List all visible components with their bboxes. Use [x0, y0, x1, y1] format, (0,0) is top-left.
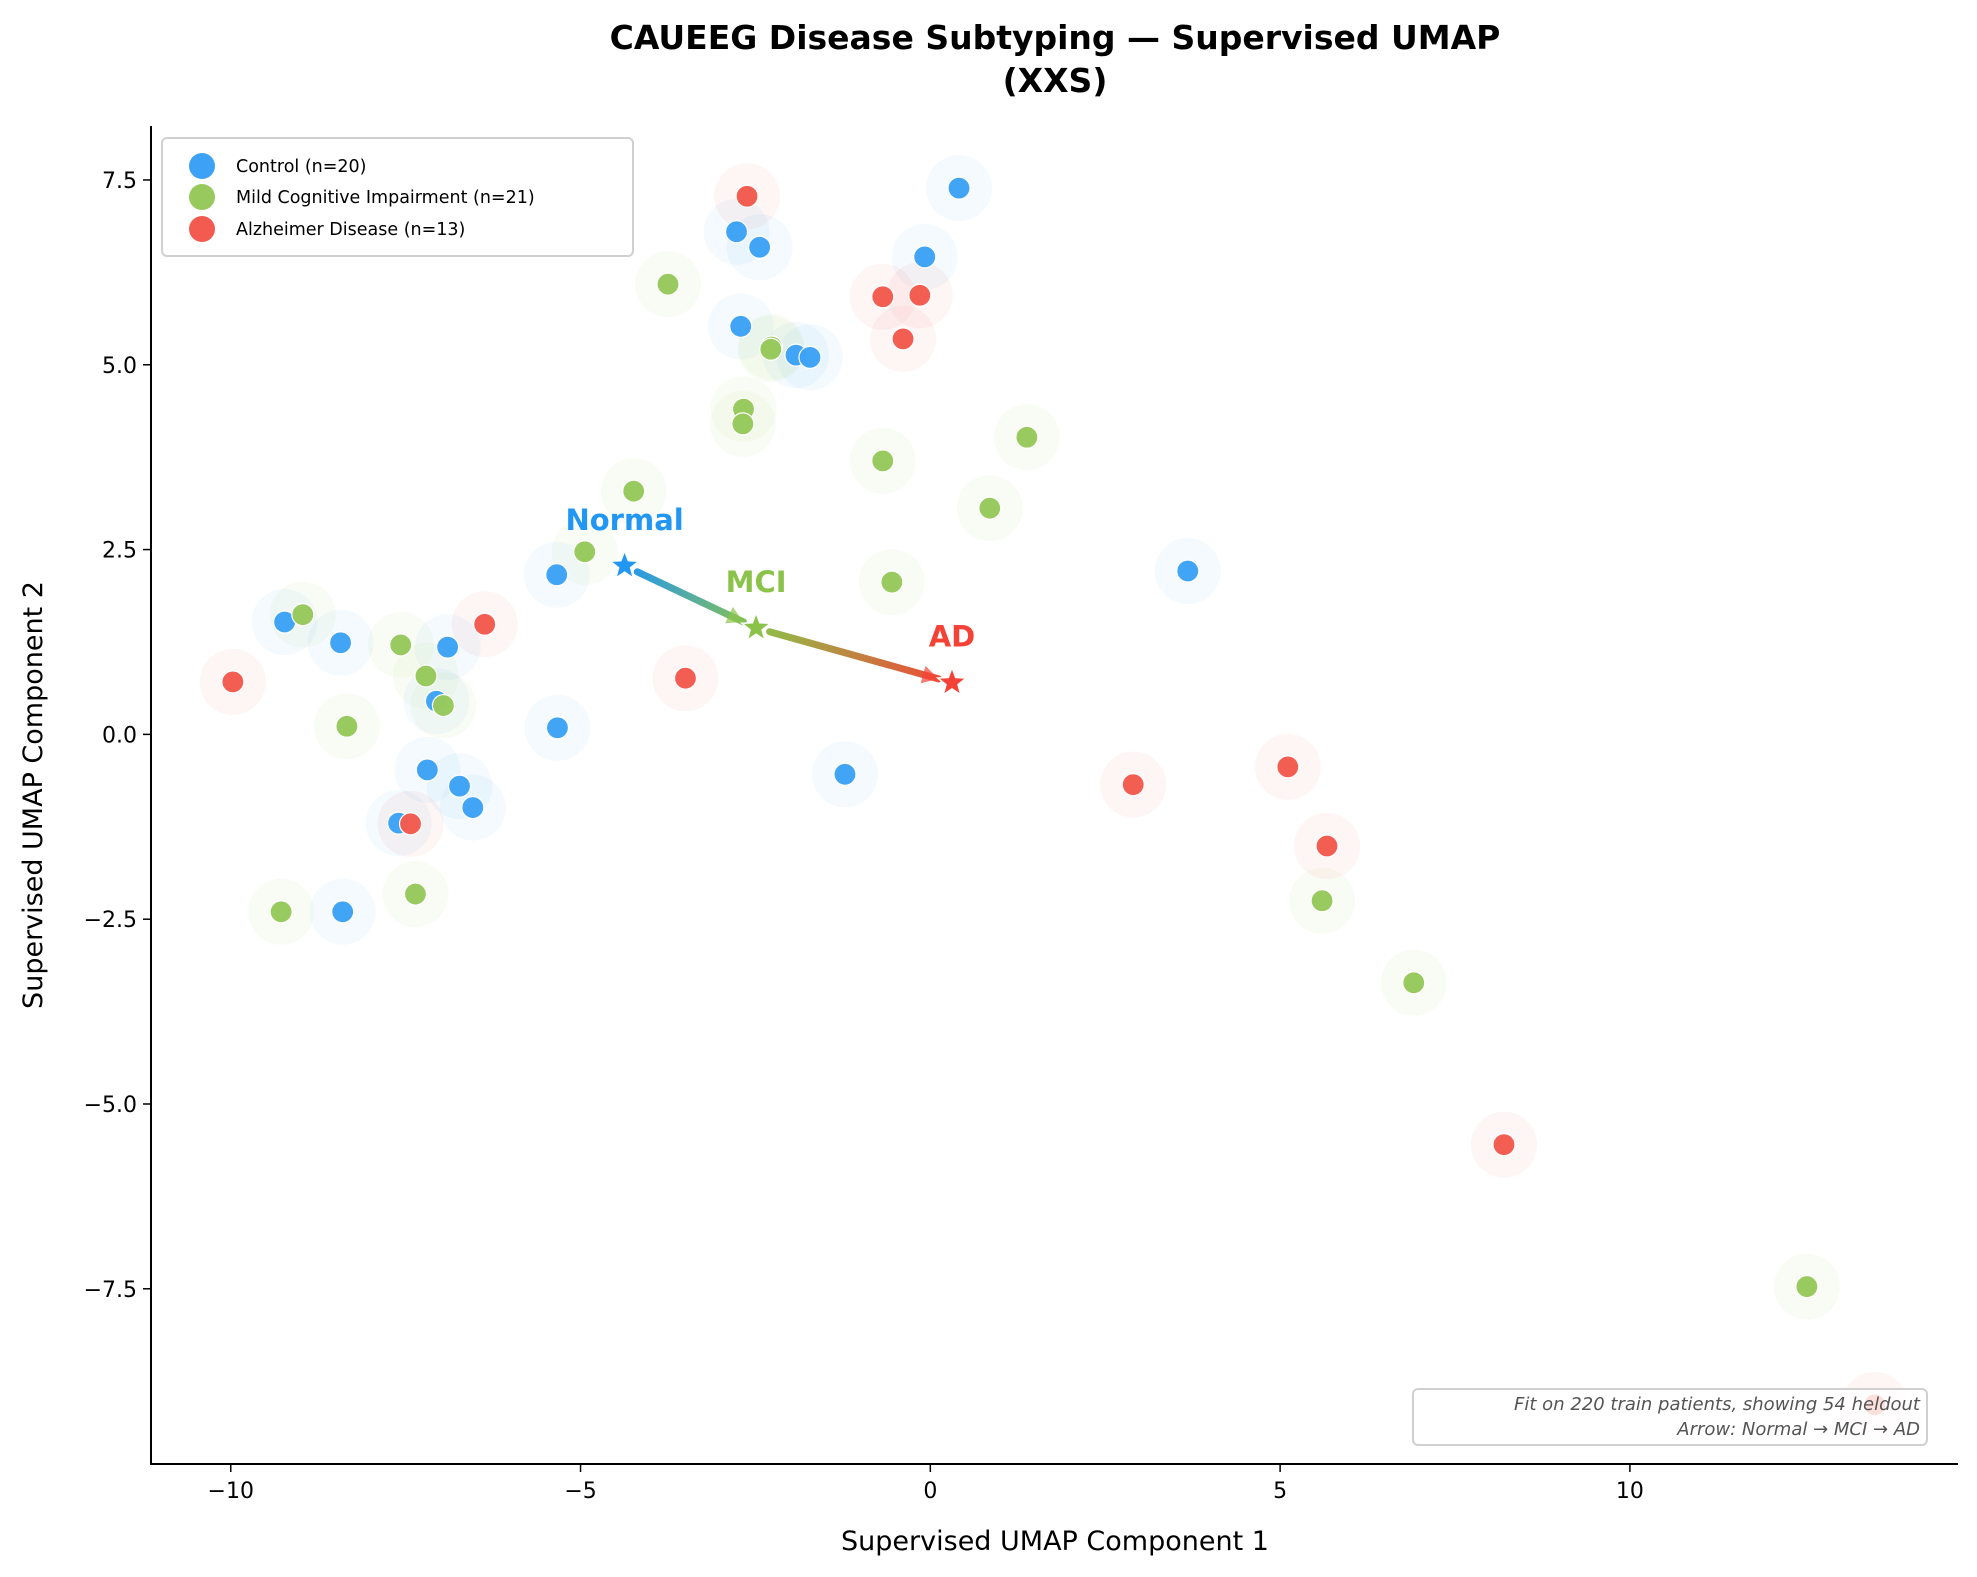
x-tick-label: 0 [923, 1479, 937, 1504]
arrowhead [920, 665, 939, 684]
point-ad [871, 285, 895, 309]
point-mci [656, 272, 680, 296]
y-tick-label: 0.0 [102, 723, 137, 748]
point-mci [573, 540, 597, 564]
point-mci [1015, 425, 1039, 449]
point-control [436, 635, 460, 659]
point-control [461, 795, 485, 820]
centroid-star-mci [739, 610, 773, 642]
point-control [729, 314, 753, 338]
chart-subtitle: (XXS) [1003, 61, 1108, 100]
legend-box [161, 137, 634, 257]
x-ticks: −10 −5 0 5 10 [208, 1464, 1644, 1504]
point-mci [414, 664, 438, 688]
point-mci [978, 496, 1002, 520]
annotation-frame [1412, 1388, 1928, 1446]
point-ad [1492, 1133, 1516, 1157]
point-mci [335, 714, 359, 738]
y-tick-label: −7.5 [84, 1278, 137, 1303]
legend-label-ad: Alzheimer Disease (n=13) [236, 220, 465, 240]
legend-marker-ad [189, 216, 215, 242]
point-control [1176, 559, 1200, 583]
legend-marker-mci [189, 184, 215, 210]
legend-label-control: Control (n=20) [236, 157, 367, 177]
legend-marker-control [189, 153, 215, 179]
legend-label-mci: Mild Cognitive Impairment (n=21) [236, 188, 535, 208]
point-ad [673, 666, 698, 690]
point-mci [880, 570, 904, 594]
legend: Control (n=20) Mild Cognitive Impairment… [161, 137, 634, 257]
point-ad [735, 184, 759, 208]
y-ticks: 7.5 5.0 2.5 0.0 −2.5 −5.0 −7.5 [84, 169, 151, 1303]
point-ad [1276, 755, 1300, 779]
point-control [798, 345, 822, 369]
point-control [913, 245, 937, 269]
axes [150, 126, 1958, 1465]
y-axis-label: Supervised UMAP Component 2 [18, 581, 49, 1009]
x-tick-label: 10 [1616, 1479, 1644, 1504]
x-axis-label: Supervised UMAP Component 1 [841, 1526, 1269, 1557]
point-control [328, 631, 353, 655]
point-mci [759, 337, 783, 361]
arrow-normal-to-mci [633, 568, 747, 626]
arrow-mci-to-ad [766, 628, 943, 683]
point-mci [1310, 889, 1334, 913]
point-control [947, 176, 971, 200]
point-mci [731, 412, 755, 436]
y-tick-label: 7.5 [102, 169, 137, 194]
centroid-label-normal: Normal [565, 503, 683, 537]
centroid-star-normal [608, 548, 641, 580]
x-tick-label: −5 [564, 1479, 596, 1504]
progression-arrow [633, 568, 943, 684]
point-mci [1402, 971, 1426, 995]
centroid-label-mci: MCI [726, 565, 787, 599]
point-ad [398, 812, 423, 836]
x-tick-label: −10 [208, 1479, 254, 1504]
arrowhead [725, 606, 744, 624]
point-mci [431, 693, 456, 718]
point-mci [622, 479, 646, 503]
point-control [331, 900, 355, 924]
annotation-box: Fit on 220 train patients, showing 54 he… [1412, 1388, 1928, 1446]
point-control [545, 563, 569, 587]
centroid-star-ad [935, 665, 969, 697]
point-mci [1795, 1274, 1819, 1299]
point-ad [908, 283, 932, 307]
point-mci [871, 449, 895, 473]
centroid-label-ad: AD [929, 620, 976, 654]
point-control [724, 220, 749, 244]
scatter-points [221, 176, 1887, 1417]
point-mci [269, 900, 293, 924]
point-control [748, 235, 772, 259]
point-ad [891, 327, 915, 351]
x-tick-label: 5 [1273, 1479, 1287, 1504]
y-tick-label: −5.0 [84, 1093, 137, 1118]
point-control [545, 716, 570, 740]
centroid-markers: Normal MCI AD [565, 503, 976, 697]
annotation-line-1: Fit on 220 train patients, showing 54 he… [1514, 1394, 1921, 1415]
point-ad [1121, 773, 1145, 797]
point-ad [221, 670, 245, 694]
point-mci [389, 633, 413, 657]
point-ad [473, 612, 497, 636]
point-control [447, 774, 472, 798]
point-mci [291, 603, 315, 627]
point-ad [1315, 834, 1339, 858]
y-tick-label: −2.5 [84, 908, 137, 933]
chart-title: CAUEEG Disease Subtyping — Supervised UM… [610, 18, 1501, 57]
y-tick-label: 2.5 [102, 539, 137, 564]
annotation-line-2: Arrow: Normal → MCI → AD [1676, 1419, 1920, 1440]
point-mci [403, 882, 428, 906]
point-control [415, 758, 439, 782]
point-control [833, 762, 857, 786]
y-tick-label: 5.0 [102, 354, 137, 379]
